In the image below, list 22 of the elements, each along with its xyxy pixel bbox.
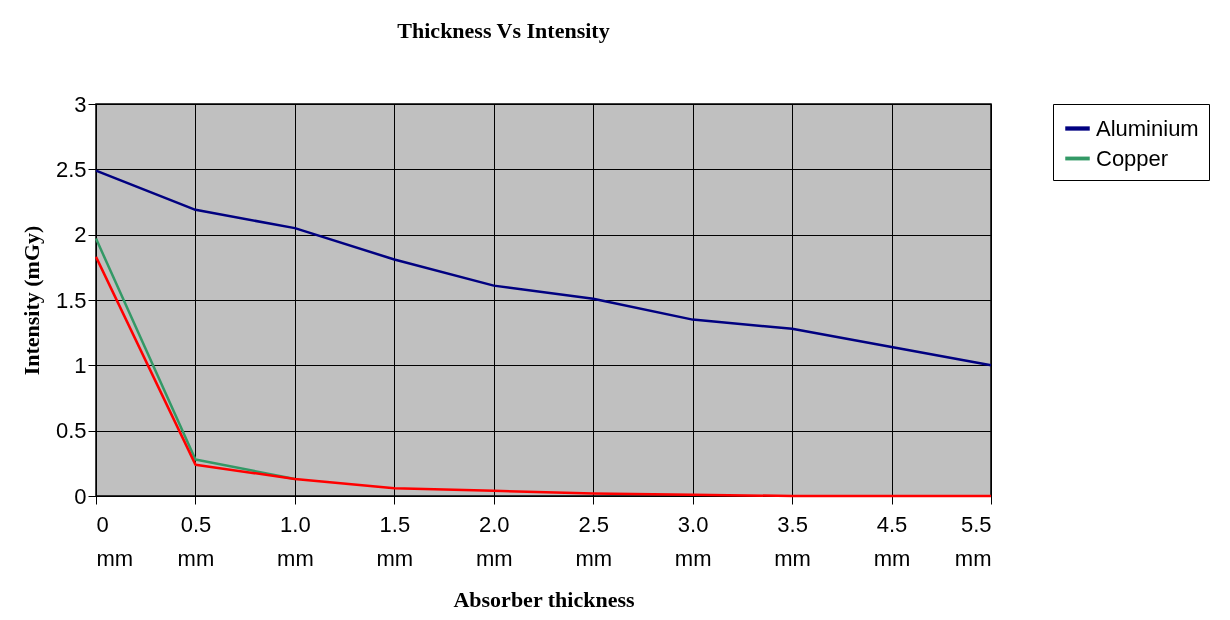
x-tick-label: 5.5 mm — [954, 511, 992, 571]
x-tick-label: 2.5 mm — [575, 511, 613, 571]
legend-label: Copper — [1096, 145, 1169, 171]
y-axis-title: Intensity (mGy) — [18, 225, 44, 376]
y-tick-label: 3 — [74, 91, 87, 117]
x-tick-label: 3.5 mm — [774, 511, 811, 571]
y-tick-label: 0 — [74, 483, 87, 509]
y-tick-label: 1.5 — [55, 287, 87, 313]
x-axis-title: Absorber thickness — [453, 586, 635, 612]
x-tick-label: 0.5 mm — [177, 511, 215, 571]
x-tick-label: 0 mm — [96, 511, 134, 571]
x-tick-label: 1.0 mm — [277, 511, 314, 571]
y-tick-label: 1 — [74, 352, 87, 378]
x-tick-label: 2.0 mm — [475, 511, 513, 571]
x-tick-label: 4.5 mm — [873, 511, 911, 571]
chart-title: Thickness Vs Intensity — [397, 18, 610, 43]
x-tick-label: 1.5 mm — [376, 511, 414, 571]
x-tick-label: 3.0 mm — [674, 511, 712, 571]
y-tick-label: 2 — [74, 222, 87, 248]
y-tick-label: 2.5 — [55, 156, 87, 182]
legend-label: Aluminium — [1096, 115, 1199, 141]
y-tick-label: 0.5 — [55, 418, 87, 444]
